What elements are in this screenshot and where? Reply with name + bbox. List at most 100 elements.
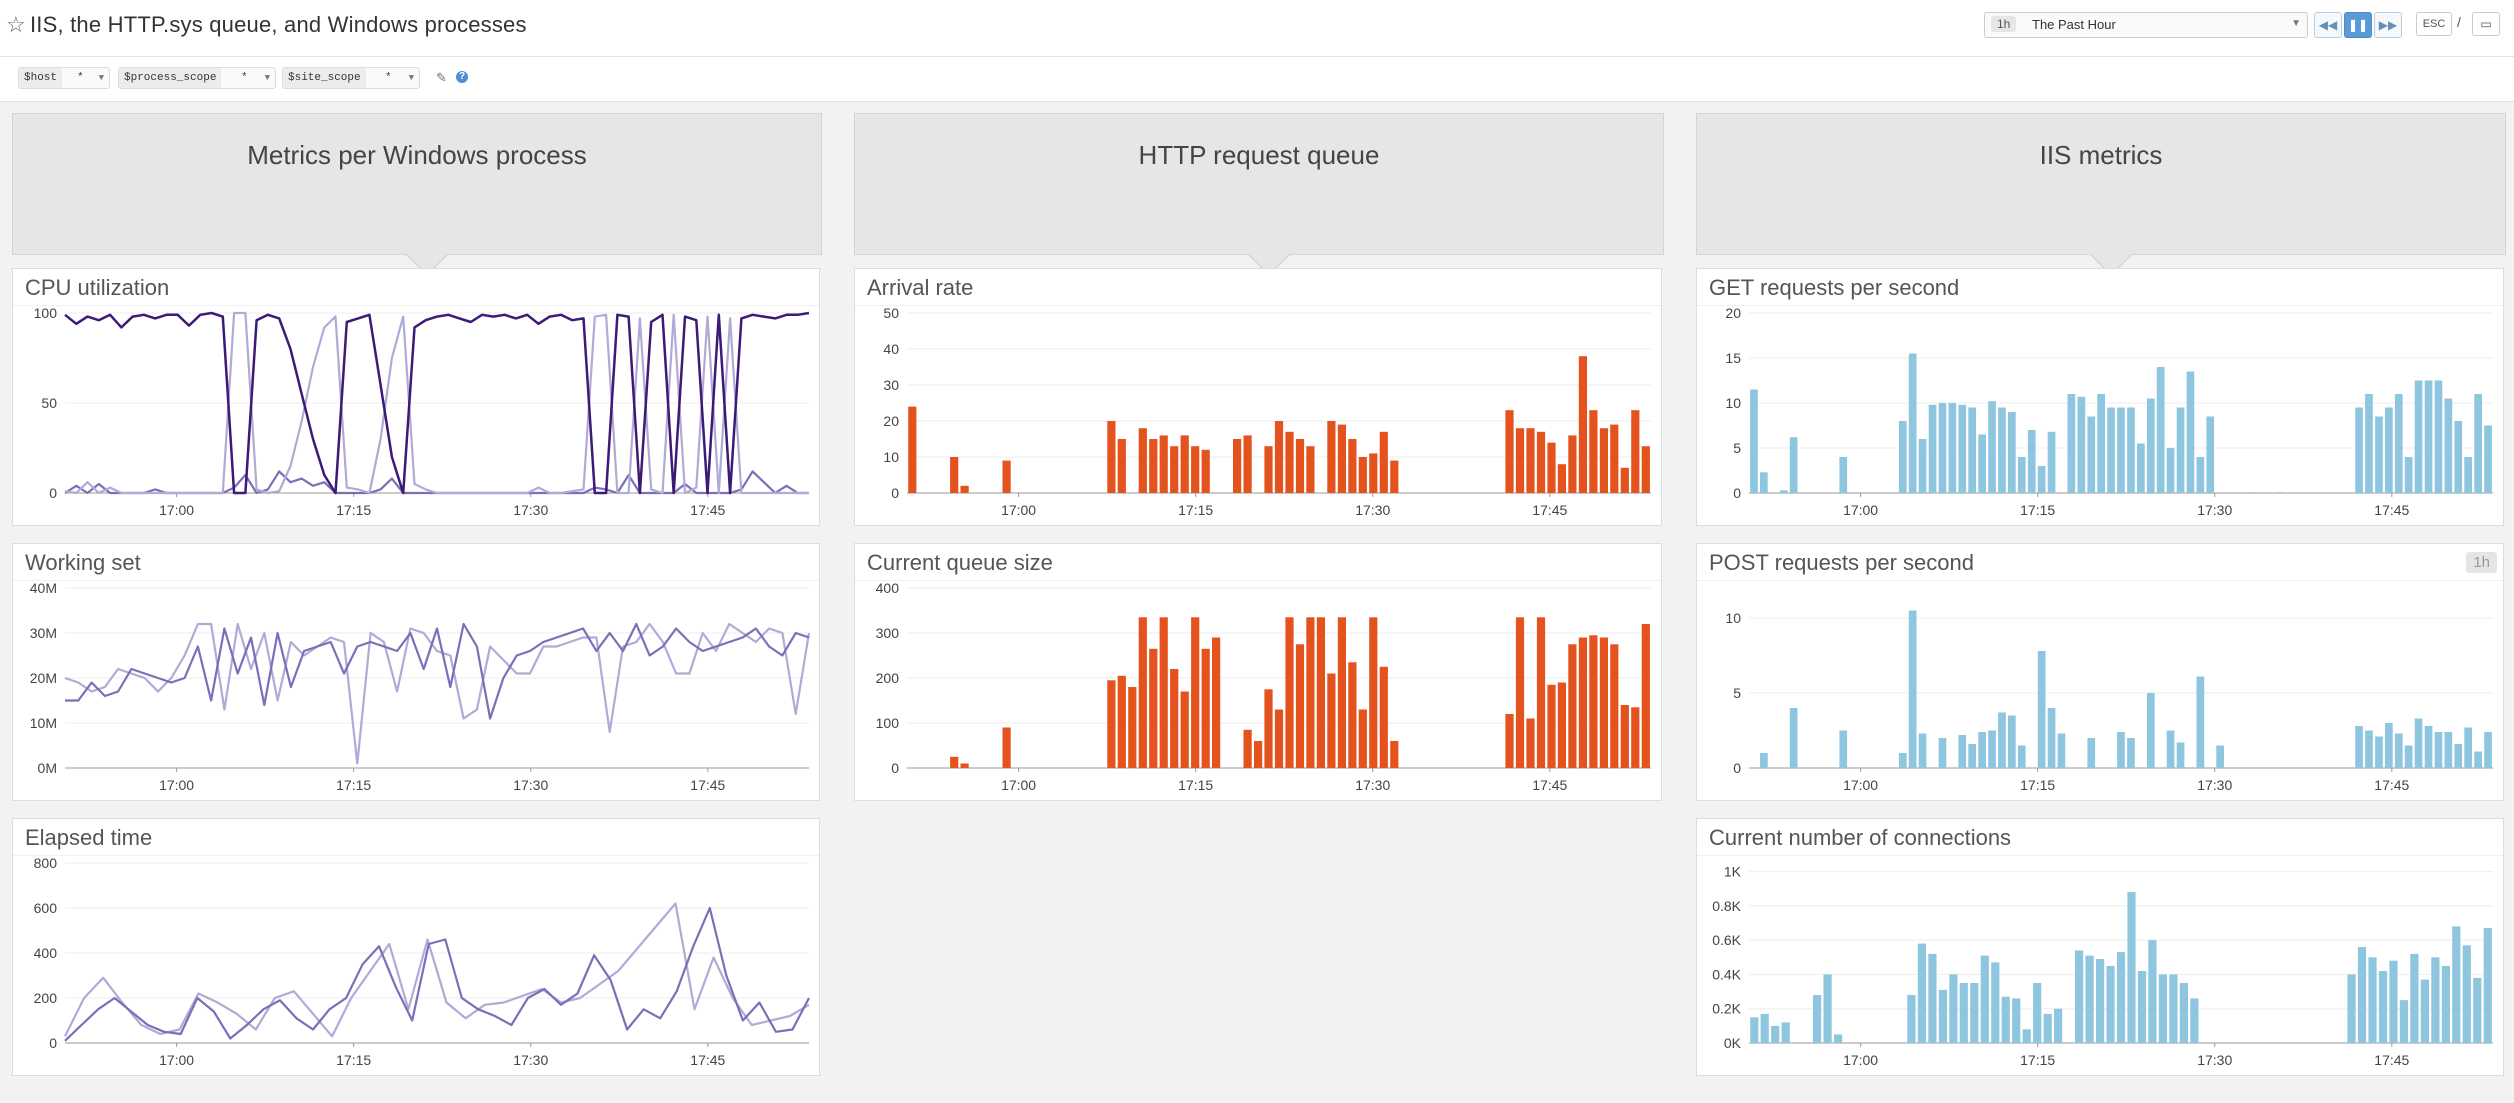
- help-icon[interactable]: ?: [456, 71, 468, 83]
- y-tick-label: 0: [49, 485, 57, 501]
- bar: [2394, 394, 2403, 493]
- bar: [2176, 742, 2185, 768]
- series-line: [64, 311, 809, 495]
- var-name: $host: [19, 68, 63, 88]
- bar: [1988, 401, 1996, 493]
- widget-current-connections[interactable]: Current number of connections 0K 0.2K 0.4K…: [1696, 818, 2504, 1076]
- bar: [2473, 977, 2482, 1043]
- y-tick-label: 400: [876, 580, 900, 596]
- bar: [1991, 962, 2000, 1043]
- bar: [2037, 466, 2046, 493]
- bar: [1117, 675, 1126, 769]
- fast-forward-button[interactable]: ▶▶: [2374, 12, 2402, 38]
- bar: [1938, 989, 1947, 1043]
- bar: [2166, 448, 2175, 493]
- widget-post-requests[interactable]: POST requests per second 1h 0 5 10 17:00 17:…: [1696, 543, 2504, 801]
- bar: [1938, 738, 1947, 768]
- rewind-icon: ◀◀: [2318, 18, 2338, 32]
- rewind-button[interactable]: ◀◀: [2314, 12, 2342, 38]
- bar: [1002, 460, 1011, 493]
- x-tick-label: 17:30: [1355, 777, 1390, 793]
- bar: [2464, 457, 2472, 493]
- edit-pencil-icon[interactable]: ✎: [436, 70, 447, 85]
- y-tick-label: 10: [1725, 610, 1741, 626]
- template-var-host[interactable]: $host * ▼: [18, 67, 110, 89]
- y-tick-label: 40: [883, 341, 899, 357]
- x-tick-label: 17:15: [336, 1052, 371, 1068]
- bar: [1631, 707, 1640, 769]
- y-tick-label: 50: [41, 395, 57, 411]
- x-tick-label: 17:45: [1532, 777, 1567, 793]
- bar: [1337, 424, 1346, 493]
- bar: [2484, 732, 2492, 768]
- bar: [2431, 957, 2440, 1043]
- column-title: HTTP request queue: [1138, 140, 1380, 170]
- bar: [2096, 959, 2105, 1043]
- bar: [1295, 644, 1305, 769]
- bar: [1823, 974, 1832, 1043]
- current-queue-size-chart: 0 100 200 300 400 17:00 17:15 17:30 17:45: [876, 580, 1651, 793]
- working-set-chart: 0M 10M 20M 30M 40M 17:00 17:15 17:30 17:45: [30, 580, 811, 793]
- bar: [1180, 435, 1189, 493]
- bar: [1781, 1022, 1790, 1043]
- bar: [2166, 730, 2175, 768]
- bar: [1358, 457, 1367, 493]
- y-tick-label: 10: [1725, 395, 1741, 411]
- bar: [1379, 666, 1388, 769]
- y-tick-label: 300: [876, 625, 900, 641]
- tv-mode-button[interactable]: ▭: [2472, 12, 2500, 36]
- bar: [2444, 398, 2453, 493]
- widget-title: Current queue size: [867, 550, 1053, 575]
- widget-arrival-rate[interactable]: Arrival rate 0 10 20 30 40 50 17:00 17:15 17:30 1…: [854, 268, 1662, 526]
- bar: [1159, 617, 1168, 769]
- bar: [1589, 635, 1598, 769]
- y-tick-label: 20: [1725, 305, 1741, 321]
- bar: [2037, 651, 2046, 768]
- bar: [950, 756, 959, 769]
- bar: [1789, 437, 1798, 493]
- bar: [2385, 407, 2393, 493]
- column-header-iis-metrics: IIS metrics: [1696, 113, 2506, 276]
- pause-button[interactable]: ❚❚: [2344, 12, 2372, 38]
- bar: [2033, 983, 2042, 1043]
- esc-button[interactable]: ESC: [2416, 12, 2452, 36]
- widget-get-requests[interactable]: GET requests per second 0 5 10 15 20 17:00 17:…: [1696, 268, 2504, 526]
- template-var-site-scope[interactable]: $site_scope * ▼: [282, 67, 420, 89]
- x-tick-label: 17:00: [159, 777, 194, 793]
- bar: [1959, 983, 1968, 1043]
- bar: [1306, 617, 1315, 769]
- bar: [2001, 996, 2010, 1043]
- current-connections-chart: 0K 0.2K 0.4K 0.6K 0.8K 1K 17:00 17:15 17:30 17:45: [1712, 864, 2493, 1068]
- x-tick-label: 17:15: [336, 777, 371, 793]
- bar: [2186, 371, 2195, 493]
- widget-working-set[interactable]: Working set 0M 10M 20M 30M 40M 17:00 17:15 17:3…: [12, 543, 820, 801]
- bar: [2410, 953, 2419, 1043]
- bar: [2137, 971, 2147, 1043]
- widget-current-queue-size[interactable]: Current queue size 0 100 200 300 400 17:00 17:…: [854, 543, 1662, 801]
- widget-elapsed-time[interactable]: Elapsed time 0 200 400 600 800 17:00 17:15 17:3…: [12, 818, 820, 1076]
- timeframe-selector[interactable]: 1h The Past Hour ▼: [1984, 12, 2308, 38]
- widget-title: GET requests per second: [1709, 275, 1960, 300]
- widget-cpu-utilization[interactable]: CPU utilization 0 50 100 17:00 17:15 17:30 17:…: [12, 268, 820, 526]
- bar: [1547, 442, 1556, 493]
- bar: [1578, 637, 1587, 768]
- bar: [1306, 446, 1315, 493]
- bar: [2206, 416, 2215, 493]
- bar: [2008, 412, 2016, 493]
- y-tick-label: 20: [883, 413, 899, 429]
- bar: [2414, 718, 2423, 768]
- bar: [2022, 1029, 2031, 1043]
- bar: [2434, 732, 2443, 768]
- bar: [1337, 617, 1346, 769]
- x-tick-label: 17:00: [1843, 1052, 1878, 1068]
- star-icon[interactable]: ☆: [6, 12, 26, 37]
- bar: [2087, 738, 2096, 768]
- bar: [2424, 726, 2433, 768]
- y-tick-label: 0: [1733, 485, 1741, 501]
- widget-title: Elapsed time: [25, 825, 153, 850]
- bar: [1631, 410, 1640, 493]
- bar: [1369, 617, 1378, 769]
- bar: [1526, 718, 1535, 768]
- timeframe-badge: 1h: [1991, 16, 2017, 32]
- template-var-process-scope[interactable]: $process_scope * ▼: [118, 67, 276, 89]
